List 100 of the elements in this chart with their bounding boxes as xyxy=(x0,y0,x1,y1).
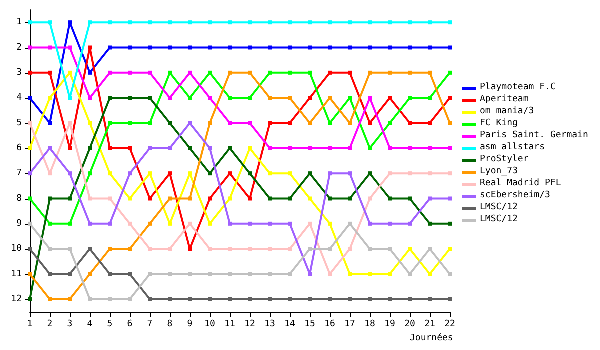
y-tick-label: 10 xyxy=(11,244,22,254)
point xyxy=(248,146,252,150)
point xyxy=(188,96,192,100)
point xyxy=(248,20,252,25)
point xyxy=(368,196,372,201)
point xyxy=(248,222,252,226)
point xyxy=(48,272,52,276)
point xyxy=(108,70,112,75)
point xyxy=(288,297,292,302)
point xyxy=(428,222,432,226)
point xyxy=(228,297,232,302)
point xyxy=(248,172,252,176)
x-tick-label: 16 xyxy=(324,320,336,330)
point xyxy=(88,121,92,126)
point xyxy=(308,20,312,25)
point xyxy=(88,297,92,302)
point xyxy=(388,46,392,50)
point xyxy=(68,121,72,126)
point xyxy=(308,172,312,176)
point xyxy=(148,146,152,150)
point xyxy=(28,297,32,302)
point xyxy=(148,121,152,126)
point xyxy=(268,20,272,25)
point xyxy=(308,272,312,276)
point xyxy=(328,247,332,252)
point xyxy=(268,172,272,176)
point xyxy=(48,247,52,252)
point xyxy=(68,146,72,150)
point xyxy=(188,70,192,75)
x-tick-label: 18 xyxy=(364,320,376,330)
point xyxy=(228,222,232,226)
legend-label: Real Madrid PFL xyxy=(480,178,562,188)
point xyxy=(328,20,332,25)
point xyxy=(348,247,352,252)
x-tick-label: 5 xyxy=(107,320,113,330)
point xyxy=(448,247,452,252)
x-axis-title: Journées xyxy=(410,332,454,344)
point xyxy=(368,70,372,75)
point xyxy=(368,121,372,126)
point xyxy=(348,297,352,302)
point xyxy=(348,172,352,176)
point xyxy=(108,146,112,150)
point xyxy=(388,247,392,252)
point xyxy=(128,70,132,75)
legend-label: ProStyler xyxy=(480,154,530,164)
point xyxy=(48,172,52,176)
point xyxy=(68,172,72,176)
point xyxy=(68,46,72,50)
point xyxy=(368,20,372,25)
point xyxy=(368,272,372,276)
line-series xyxy=(28,70,452,226)
point xyxy=(188,46,192,50)
point xyxy=(128,46,132,50)
point xyxy=(88,46,92,50)
point xyxy=(228,172,232,176)
point xyxy=(428,247,432,252)
x-tick-label: 14 xyxy=(284,320,296,330)
y-tick-label: 2 xyxy=(16,42,22,53)
point xyxy=(208,247,212,252)
point xyxy=(428,20,432,25)
point xyxy=(268,96,272,100)
legend-label: FC King xyxy=(480,118,518,128)
point xyxy=(408,20,412,25)
point xyxy=(408,70,412,75)
legend-label: Aperiteam xyxy=(480,94,529,104)
point xyxy=(328,96,332,100)
x-tick-label: 9 xyxy=(187,320,193,330)
point xyxy=(48,70,52,75)
point xyxy=(308,297,312,302)
point xyxy=(308,247,312,252)
point xyxy=(208,121,212,126)
point xyxy=(328,121,332,126)
point xyxy=(28,46,32,50)
point xyxy=(408,96,412,100)
y-tick-label: 11 xyxy=(11,269,22,280)
point xyxy=(408,146,412,150)
legend-label: om mania/3 xyxy=(480,106,534,116)
point xyxy=(188,121,192,126)
point xyxy=(288,20,292,25)
point xyxy=(68,96,72,100)
point xyxy=(68,247,72,252)
point xyxy=(268,297,272,302)
point xyxy=(408,222,412,226)
point xyxy=(248,196,252,201)
point xyxy=(368,222,372,226)
point xyxy=(148,272,152,276)
point xyxy=(28,146,32,150)
point xyxy=(148,96,152,100)
point xyxy=(348,46,352,50)
legend-label: LMSC/12 xyxy=(480,214,518,224)
point xyxy=(148,172,152,176)
point xyxy=(428,96,432,100)
point xyxy=(168,20,172,25)
point xyxy=(268,70,272,75)
x-tick-label: 4 xyxy=(87,320,93,330)
point xyxy=(248,121,252,126)
point xyxy=(168,146,172,150)
point xyxy=(248,46,252,50)
point xyxy=(208,70,212,75)
point xyxy=(368,96,372,100)
